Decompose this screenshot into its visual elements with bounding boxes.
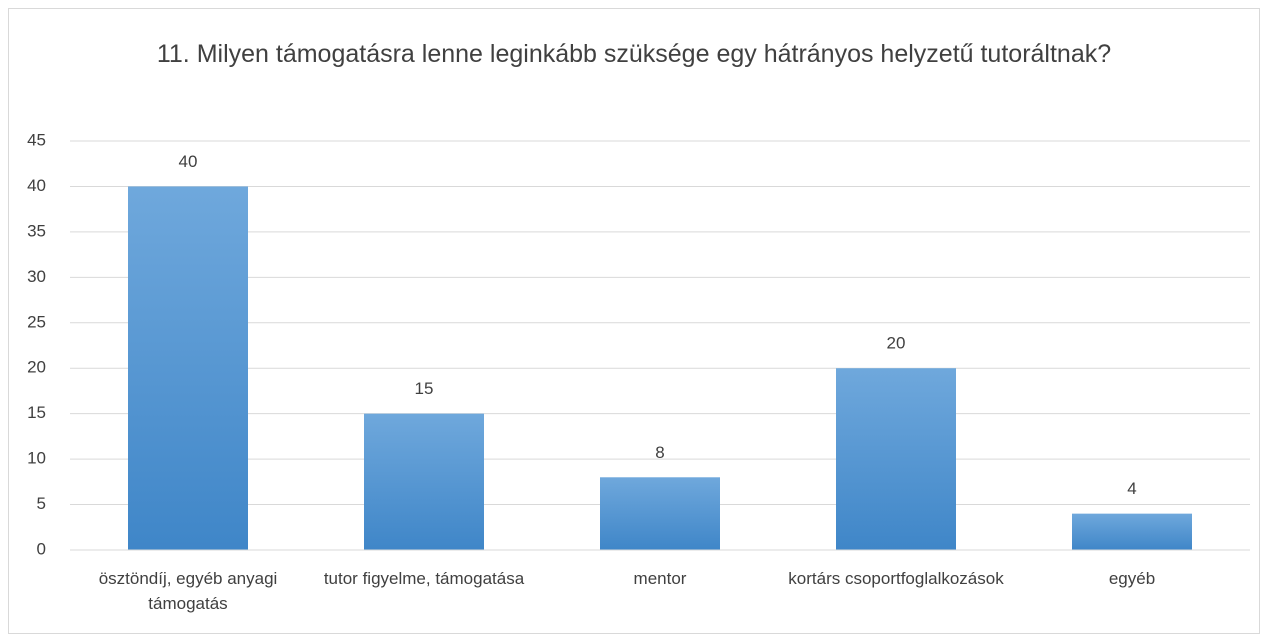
x-tick-label: kortárs csoportfoglalkozások bbox=[788, 569, 1004, 588]
bar bbox=[364, 413, 484, 550]
y-tick-label: 35 bbox=[27, 221, 46, 240]
data-label: 8 bbox=[655, 443, 664, 462]
x-tick-label: tutor figyelme, támogatása bbox=[323, 569, 525, 588]
bar bbox=[128, 186, 248, 550]
data-label: 20 bbox=[887, 334, 906, 353]
y-tick-label: 40 bbox=[27, 176, 46, 195]
bar bbox=[1072, 513, 1192, 550]
y-tick-label: 45 bbox=[27, 130, 46, 149]
y-tick-label: 20 bbox=[27, 358, 46, 377]
y-tick-label: 5 bbox=[37, 494, 46, 513]
data-label: 4 bbox=[1127, 479, 1136, 498]
y-tick-label: 30 bbox=[27, 267, 46, 286]
bar bbox=[600, 477, 720, 550]
x-tick-label: egyéb bbox=[1108, 569, 1156, 588]
data-label: 15 bbox=[415, 379, 434, 398]
bar bbox=[836, 368, 956, 550]
chart-title: 11. Milyen támogatásra lenne leginkább s… bbox=[156, 40, 1112, 68]
y-tick-label: 15 bbox=[27, 403, 46, 422]
y-tick-label: 10 bbox=[27, 449, 46, 468]
y-tick-label: 25 bbox=[27, 312, 46, 331]
x-tick-label: mentor bbox=[633, 569, 687, 588]
data-label: 40 bbox=[179, 152, 198, 171]
y-tick-label: 0 bbox=[37, 539, 46, 558]
x-tick-label: ösztöndíj, egyéb anyagi támogatás bbox=[98, 569, 278, 613]
